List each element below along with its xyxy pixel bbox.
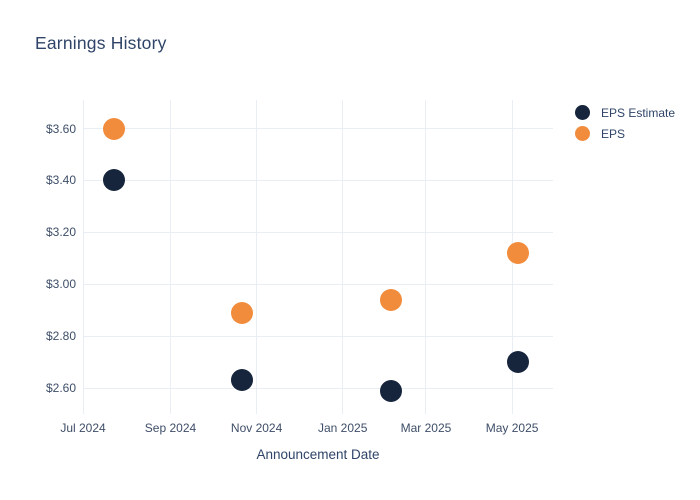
legend: EPS Estimate EPS bbox=[575, 102, 675, 144]
h-gridline bbox=[83, 387, 553, 389]
y-tick-label: $2.80 bbox=[45, 329, 76, 344]
legend-item-eps-estimate[interactable]: EPS Estimate bbox=[575, 102, 675, 123]
data-point-eps[interactable] bbox=[231, 301, 254, 324]
y-tick-label: $3.60 bbox=[45, 121, 76, 136]
legend-item-label: EPS bbox=[601, 126, 626, 141]
x-tick-label: Nov 2024 bbox=[230, 421, 283, 435]
data-point-eps[interactable] bbox=[379, 288, 402, 311]
data-point-eps-estimate[interactable] bbox=[506, 351, 529, 374]
h-gridline bbox=[83, 231, 553, 233]
h-gridline bbox=[83, 283, 553, 285]
data-point-eps[interactable] bbox=[506, 242, 529, 265]
legend-item-eps[interactable]: EPS bbox=[575, 123, 675, 144]
x-tick-label: May 2025 bbox=[485, 421, 539, 435]
legend-marker-icon bbox=[575, 126, 590, 141]
legend-marker-icon bbox=[575, 105, 590, 120]
y-tick-label: $2.60 bbox=[45, 381, 76, 396]
x-tick-label: Jul 2024 bbox=[60, 421, 106, 435]
v-gridline bbox=[342, 100, 344, 414]
y-tick-label: $3.20 bbox=[45, 225, 76, 240]
plot-area bbox=[82, 100, 553, 414]
h-gridline bbox=[83, 335, 553, 337]
y-tick-label: $3.00 bbox=[45, 277, 76, 292]
x-tick-label: Mar 2025 bbox=[400, 421, 452, 435]
v-gridline bbox=[170, 100, 171, 414]
x-axis-title: Announcement Date bbox=[256, 447, 380, 462]
data-point-eps-estimate[interactable] bbox=[231, 369, 254, 392]
v-gridline bbox=[256, 100, 258, 414]
data-point-eps-estimate[interactable] bbox=[379, 379, 402, 402]
chart-title: Earnings History bbox=[35, 33, 167, 53]
data-point-eps[interactable] bbox=[103, 117, 126, 140]
v-gridline bbox=[425, 100, 427, 414]
legend-item-label: EPS Estimate bbox=[601, 105, 676, 120]
y-tick-label: $3.40 bbox=[45, 173, 76, 188]
x-tick-label: Sep 2024 bbox=[144, 421, 197, 435]
h-gridline bbox=[83, 179, 553, 181]
h-gridline bbox=[83, 128, 553, 130]
v-gridline bbox=[82, 100, 84, 414]
data-point-eps-estimate[interactable] bbox=[103, 169, 126, 192]
x-tick-label: Jan 2025 bbox=[317, 421, 368, 435]
